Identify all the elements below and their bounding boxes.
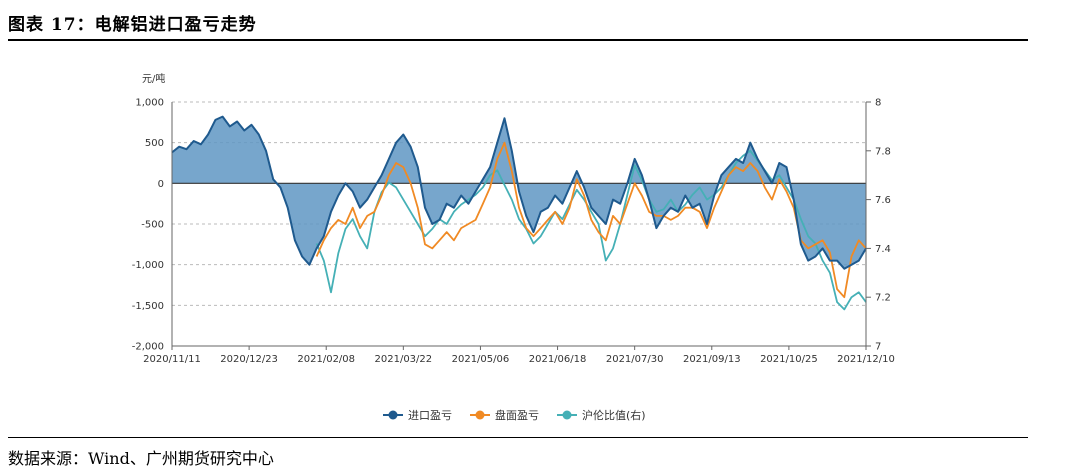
legend-spot-profit-marker xyxy=(475,410,485,420)
x-tick-label: 2021/12/10 xyxy=(837,354,895,365)
grid-lines xyxy=(172,101,866,347)
data-source: 数据来源：Wind、广州期货研究中心 xyxy=(8,449,274,468)
series-lines xyxy=(171,115,867,311)
legend-import-profit-marker xyxy=(388,410,398,420)
y-tick-label: -1,000 xyxy=(132,260,164,271)
x-tick-label: 2021/02/08 xyxy=(297,354,355,365)
x-tick-label: 2020/11/11 xyxy=(143,354,201,365)
legend: 进口盈亏 盘面盈亏 沪伦比值(右) xyxy=(383,408,646,422)
x-tick-label: 2020/12/23 xyxy=(220,354,278,365)
title-rule xyxy=(8,39,1028,41)
y-tick-label: 1,000 xyxy=(135,98,164,109)
y-axis-label: 元/吨 xyxy=(142,72,165,85)
import-profit-area xyxy=(172,116,866,269)
source-rule xyxy=(8,437,1028,438)
y-tick-label: -500 xyxy=(141,220,164,231)
x-tick-label: 2021/03/22 xyxy=(375,354,433,365)
y2-tick-label: 7.2 xyxy=(875,293,891,304)
spot-profit-line xyxy=(315,141,867,299)
y-tick-label: -1,500 xyxy=(132,301,164,312)
y-tick-label: -2,000 xyxy=(132,342,164,353)
y2-tick-label: 7 xyxy=(875,342,881,353)
x-tick-label: 2021/10/25 xyxy=(760,354,818,365)
legend-import-profit-label: 进口盈亏 xyxy=(408,409,452,422)
legend-ratio-marker xyxy=(562,410,572,420)
x-tick-label: 2021/07/30 xyxy=(606,354,664,365)
import-profit-line xyxy=(171,115,867,270)
import-profit-fill xyxy=(172,116,866,269)
x-tick-label: 2021/05/06 xyxy=(452,354,510,365)
axes: 1,000 500 0 -500 -1,000 -1,500 -2,000 8 7.8 7.6 7.… xyxy=(132,72,895,365)
y2-tick-label: 7.6 xyxy=(875,195,891,206)
y-tick-label: 500 xyxy=(145,138,164,149)
y-tick-label: 0 xyxy=(158,179,164,190)
legend-ratio-label: 沪伦比值(右) xyxy=(582,408,646,422)
y2-tick-label: 7.4 xyxy=(875,244,891,255)
figure-title: 图表 17：电解铝进口盈亏走势 xyxy=(8,15,257,35)
y2-tick-label: 7.8 xyxy=(875,146,891,157)
y2-tick-label: 8 xyxy=(875,98,881,109)
legend-spot-profit-label: 盘面盈亏 xyxy=(495,408,539,422)
x-tick-label: 2021/09/13 xyxy=(683,354,741,365)
x-tick-label: 2021/06/18 xyxy=(529,354,587,365)
